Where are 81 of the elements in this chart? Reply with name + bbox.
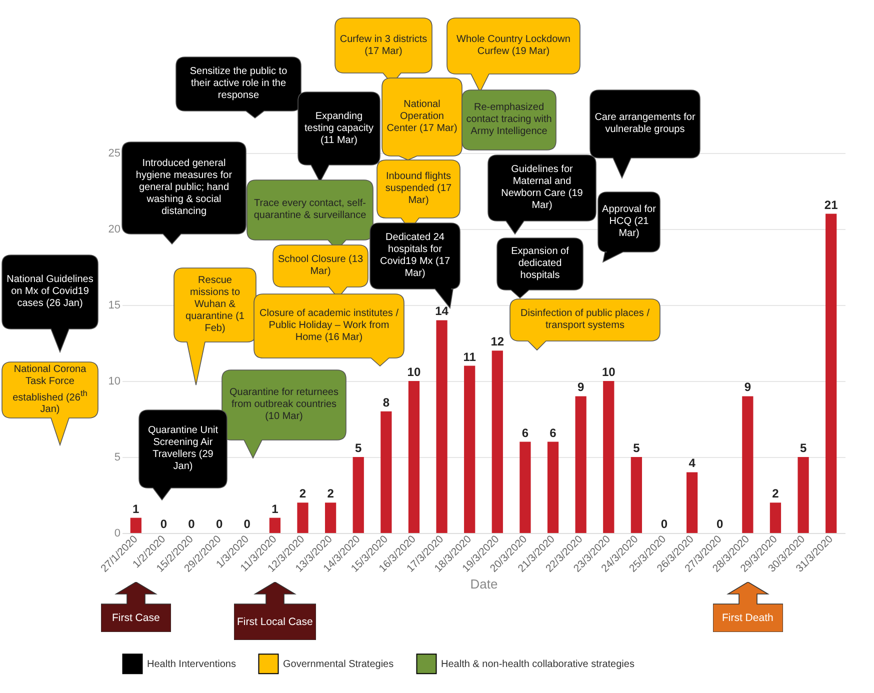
data-label: 0 xyxy=(188,517,196,531)
annotation: Rescue missions to Wuhan & quarantine (1 Feb) xyxy=(184,275,246,335)
data-label: 1 xyxy=(132,502,140,516)
annotation: Dedicated 24 hospitals for Covid19 Mx (17 Mar) xyxy=(378,232,452,280)
text: Curfew in 3 districts (17 Mar) xyxy=(339,34,428,58)
data-label: 11 xyxy=(463,350,476,364)
text: National Operation Center (17 Mar) xyxy=(386,99,458,135)
data-label: 21 xyxy=(824,198,838,212)
legend-label: Health & non-health collaborative strategies xyxy=(441,658,634,670)
annotation: Inbound flights suspended (17 Mar) xyxy=(384,171,453,207)
bar xyxy=(408,381,420,533)
y-tick-label: 25 xyxy=(108,148,120,160)
text: Re-emphasized contact tracing with Army Intelligence xyxy=(466,102,552,138)
data-label: 10 xyxy=(407,365,421,379)
data-label: 0 xyxy=(244,517,251,531)
text: National Guidelines on Mx of Covid19 cases (26 Jan) xyxy=(6,274,94,310)
text: Expanding testing capacity (11 Mar) xyxy=(304,110,374,146)
annotation: Approval for HCQ (21 Mar) xyxy=(602,204,656,240)
data-label: 6 xyxy=(550,426,557,440)
data-label: 10 xyxy=(602,365,616,379)
y-tick-label: 5 xyxy=(114,452,120,464)
bar xyxy=(575,396,586,533)
bar xyxy=(352,457,364,533)
bar xyxy=(798,457,809,533)
bar xyxy=(630,457,642,533)
data-label: 0 xyxy=(716,517,724,531)
y-tick-label: 10 xyxy=(108,376,120,388)
text: First Death xyxy=(722,612,774,624)
data-label: 14 xyxy=(435,304,449,318)
annotation: Disinfection of public places / transport systems xyxy=(520,308,650,332)
x-axis-title: Date xyxy=(470,576,498,592)
text: Sensitize the public to their active role in the response xyxy=(188,66,288,102)
data-label: 9 xyxy=(577,380,584,394)
bar xyxy=(297,502,308,533)
annotation: Guidelines for Maternal and Newborn Care (19 Mar) xyxy=(500,164,584,212)
bar xyxy=(603,381,614,533)
bar xyxy=(380,411,392,533)
data-label: 12 xyxy=(490,334,504,349)
annotation: Quarantine Unit Screening Air Travellers (29 Jan) xyxy=(146,425,220,473)
annotation: Expansion of dedicated hospitals xyxy=(510,246,570,282)
data-label: 1 xyxy=(272,502,279,516)
data-label: 2 xyxy=(299,486,306,501)
y-tick-label: 20 xyxy=(108,224,120,236)
data-label: 2 xyxy=(772,486,780,501)
text: First Case xyxy=(112,612,160,624)
data-label: 0 xyxy=(160,517,168,531)
bar xyxy=(436,320,448,533)
text: Care arrangements for vulnerable groups xyxy=(594,112,696,136)
data-label: 5 xyxy=(633,441,640,455)
annotation: Closure of academic institutes / Public Holiday – Work from Home (16 Mar) xyxy=(258,308,400,344)
bar xyxy=(269,518,281,533)
bar xyxy=(520,442,531,533)
data-label: 6 xyxy=(522,426,529,440)
bar xyxy=(826,214,837,533)
bar xyxy=(770,502,782,533)
bar xyxy=(492,350,503,533)
bar xyxy=(324,502,336,533)
bar xyxy=(547,442,559,533)
data-label: 2 xyxy=(327,486,334,501)
bar xyxy=(686,472,698,533)
data-label: 5 xyxy=(355,441,362,455)
data-label: 8 xyxy=(382,395,390,410)
annotation: Quarantine for returnees from outbreak countries (10 Mar) xyxy=(228,387,340,423)
y-tick-label: 15 xyxy=(108,300,120,312)
data-label: 4 xyxy=(688,456,696,470)
text: National Corona Task Force established (26$^{th}$ Jan) xyxy=(12,364,88,416)
bar xyxy=(742,396,754,533)
data-label: 0 xyxy=(216,517,223,531)
data-label: 9 xyxy=(744,380,752,394)
data-label: 0 xyxy=(660,517,668,531)
text: Whole Country Lockdown Curfew (19 Mar) xyxy=(456,34,572,58)
data-label: 5 xyxy=(800,441,807,455)
y-tick-label: 0 xyxy=(114,528,120,540)
annotation: Trace every contact, self-quarantine & surveillance xyxy=(252,198,368,222)
annotation: Introduced general hygiene measures for general public; hand washing & social distancing xyxy=(134,158,234,218)
annotation: School Closure (13 Mar) xyxy=(277,254,364,278)
legend-label: Governmental Strategies xyxy=(283,658,394,670)
bar xyxy=(130,518,142,533)
text: First Local Case xyxy=(237,616,313,628)
legend-label: Health Interventions xyxy=(147,658,236,670)
bar xyxy=(464,366,476,533)
